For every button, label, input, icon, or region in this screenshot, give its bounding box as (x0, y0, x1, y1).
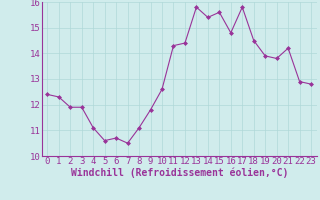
X-axis label: Windchill (Refroidissement éolien,°C): Windchill (Refroidissement éolien,°C) (70, 168, 288, 178)
